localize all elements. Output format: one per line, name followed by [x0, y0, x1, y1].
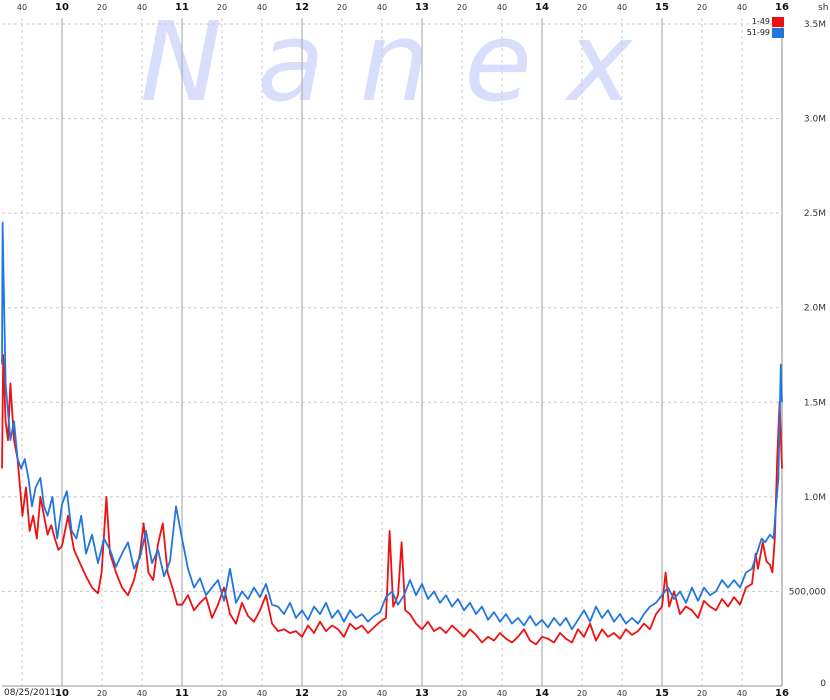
x-tick-label-bottom: 20	[337, 689, 347, 698]
y-tick-label: 0	[820, 679, 826, 689]
series-lines	[1, 221, 783, 646]
x-tick-label-bottom: 20	[577, 689, 587, 698]
x-tick-label-top: 40	[17, 3, 27, 12]
x-tick-label-bottom: 40	[377, 689, 387, 698]
x-tick-label-bottom: 14	[535, 688, 549, 699]
x-tick-label-top: 20	[577, 3, 587, 12]
x-tick-label-bottom: 10	[55, 688, 69, 699]
x-tick-label-top: 20	[697, 3, 707, 12]
x-axis: 40 10 10 20 20 40 40 11 11 20 20 40 40 12 12 20 20 40 40 13…	[17, 2, 789, 699]
x-tick-label-top: 40	[257, 3, 267, 12]
x-tick-label-top: 20	[337, 3, 347, 12]
y-tick-label: 3.0M	[804, 115, 826, 125]
x-tick-label-bottom: 40	[497, 689, 507, 698]
y-tick-label: 500,000	[789, 587, 826, 597]
y-tick-label: 2.5M	[804, 209, 826, 219]
y-tick-label: 1.0M	[804, 493, 826, 503]
x-tick-label-bottom: 40	[617, 689, 627, 698]
legend-label: 1-49	[752, 17, 770, 26]
x-tick-label-top: 16	[775, 2, 789, 13]
x-tick-label-top: 20	[217, 3, 227, 12]
x-tick-label-bottom: 20	[457, 689, 467, 698]
x-tick-label-top: 40	[497, 3, 507, 12]
y-tick-label: 2.0M	[804, 304, 826, 314]
x-tick-label-bottom: 40	[137, 689, 147, 698]
x-tick-label-bottom: 16	[775, 688, 789, 699]
series-line-1-49	[1, 354, 783, 646]
x-tick-label-top: 13	[415, 2, 429, 13]
legend: 1-49 51-99	[747, 17, 784, 38]
x-tick-label-top: 40	[377, 3, 387, 12]
x-tick-label-bottom: 20	[697, 689, 707, 698]
x-tick-label-bottom: 15	[655, 688, 669, 699]
x-tick-label-bottom: 11	[175, 688, 189, 699]
x-tick-label-top: 20	[457, 3, 467, 12]
x-tick-label-bottom: 12	[295, 688, 309, 699]
legend-swatch	[772, 28, 784, 38]
x-tick-label-bottom: 13	[415, 688, 429, 699]
x-tick-label-bottom: 40	[737, 689, 747, 698]
x-tick-label-top: 10	[55, 2, 69, 13]
series-line-51-99	[1, 221, 783, 631]
watermark: N a n e x	[140, 0, 634, 126]
date-label: 08/25/2011	[4, 688, 56, 698]
grid	[2, 18, 783, 687]
y-tick-label: 3.5M	[804, 20, 826, 30]
x-tick-label-top: 12	[295, 2, 309, 13]
x-tick-label-top: 15	[655, 2, 669, 13]
x-tick-label-bottom: 20	[97, 689, 107, 698]
x-tick-label-top: 40	[737, 3, 747, 12]
legend-label: 51-99	[747, 28, 770, 37]
y-tick-label: 1.5M	[804, 398, 826, 408]
x-tick-label-bottom: 40	[257, 689, 267, 698]
x-tick-label-top: 40	[137, 3, 147, 12]
x-tick-label-top: 40	[617, 3, 627, 12]
x-tick-label-top: 11	[175, 2, 189, 13]
y-axis: 0 500,000 1.0M 1.5M 2.0M 2.5M 3.0M 3.5M	[789, 20, 826, 689]
x-tick-label-top: 20	[97, 3, 107, 12]
y-unit-label: sh	[818, 3, 828, 13]
x-tick-label-bottom: 20	[217, 689, 227, 698]
legend-swatch	[772, 17, 784, 27]
x-tick-label-top: 14	[535, 2, 549, 13]
